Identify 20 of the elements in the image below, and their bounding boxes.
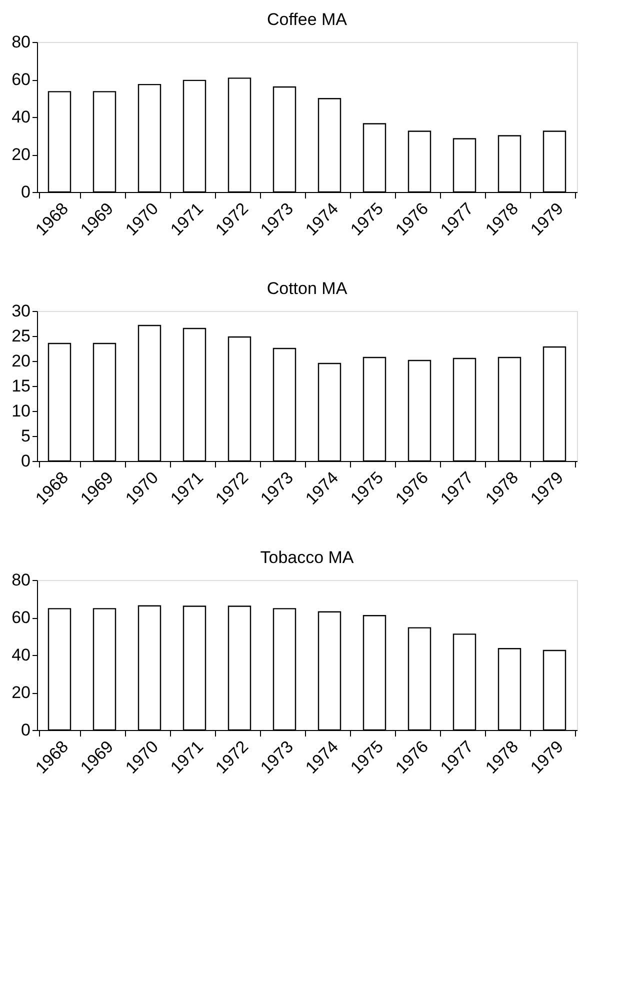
chart-title: Cotton MA bbox=[266, 279, 348, 298]
y-tick-label: 20 bbox=[12, 145, 30, 164]
y-tick-label: 60 bbox=[12, 608, 30, 627]
y-tick-label: 5 bbox=[21, 426, 30, 446]
y-tick-label: 80 bbox=[12, 32, 30, 52]
y-tick-label: 0 bbox=[21, 720, 30, 740]
y-tick-label: 60 bbox=[12, 70, 30, 89]
y-tick-label: 15 bbox=[12, 376, 30, 396]
chart-title: Tobacco MA bbox=[260, 548, 354, 567]
y-tick-label: 10 bbox=[12, 402, 30, 420]
y-tick-label: 30 bbox=[12, 302, 30, 320]
y-tick-label: 80 bbox=[12, 570, 30, 590]
y-tick-label: 0 bbox=[21, 452, 30, 470]
y-tick-label: 40 bbox=[12, 646, 30, 664]
y-tick-label: 25 bbox=[12, 326, 30, 346]
y-tick-label: 20 bbox=[12, 352, 30, 370]
chart-title: Coffee MA bbox=[266, 10, 348, 29]
y-tick-label: 0 bbox=[21, 182, 30, 202]
y-tick-label: 40 bbox=[12, 108, 30, 126]
y-tick-label: 20 bbox=[12, 683, 30, 702]
